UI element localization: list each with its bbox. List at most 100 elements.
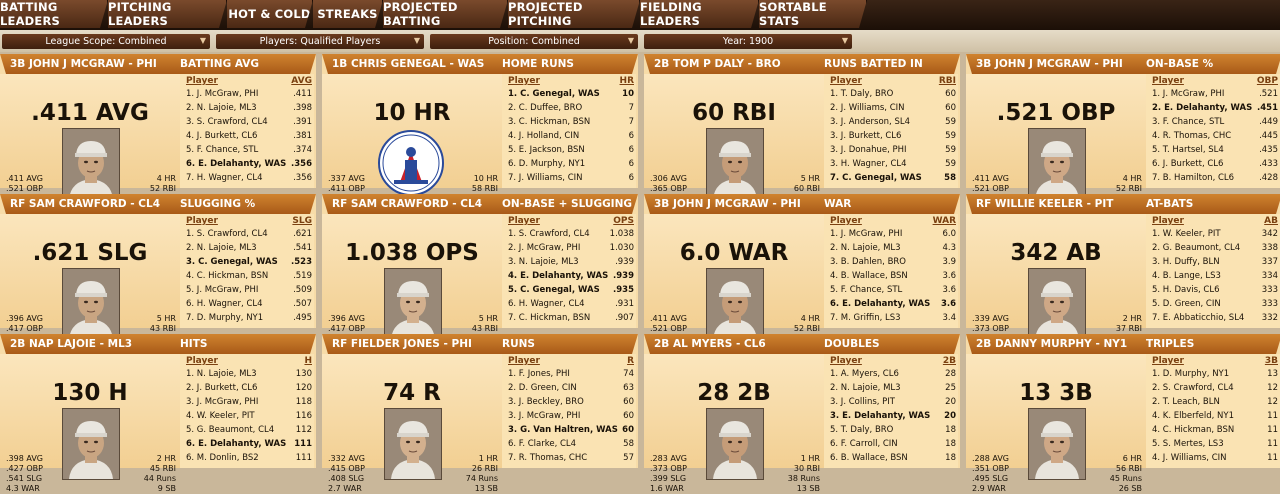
leaderboard-row[interactable]: 1. D. Murphy, NY1 13 — [1152, 368, 1278, 380]
leader-name[interactable]: 2. J. Williams, CIN — [830, 103, 905, 113]
tab-projected-batting[interactable]: PROJECTED BATTING — [383, 0, 508, 28]
leaderboard-row[interactable]: 3. B. Dahlen, BRO 3.9 — [830, 256, 956, 268]
leader-name[interactable]: 1. S. Crawford, CL4 — [508, 229, 590, 239]
featured-player-name[interactable]: 3B JOHN J MCGRAW - PHI — [654, 198, 801, 210]
leaderboard-row[interactable]: 4. B. Wallace, BSN 3.6 — [830, 270, 956, 282]
leader-name[interactable]: 3. F. Chance, STL — [1152, 117, 1225, 127]
leaderboard-row[interactable]: 6. H. Wagner, CL4 .507 — [186, 298, 312, 310]
featured-player-name[interactable]: 2B AL MYERS - CL6 — [654, 338, 766, 350]
leaderboard-row[interactable]: 6. F. Carroll, CIN 18 — [830, 438, 956, 450]
leader-name[interactable]: 4. C. Hickman, BSN — [1152, 425, 1235, 435]
leaderboard-row[interactable]: 3. H. Wagner, CL4 59 — [830, 158, 956, 170]
featured-player-name[interactable]: RF SAM CRAWFORD - CL4 — [332, 198, 483, 210]
column-header-stat[interactable]: HR — [619, 76, 634, 86]
leaderboard-row[interactable]: 3. G. Van Haltren, WAS 60 — [508, 424, 634, 436]
leaderboard-row[interactable]: 6. E. Delahanty, WAS 111 — [186, 438, 312, 450]
leader-name[interactable]: 5. C. Genegal, WAS — [508, 285, 600, 295]
leaderboard-row[interactable]: 3. C. Genegal, WAS .523 — [186, 256, 312, 268]
leaderboard-row[interactable]: 3. H. Duffy, BLN 337 — [1152, 256, 1278, 268]
leaderboard-row[interactable]: 1. T. Daly, BRO 60 — [830, 88, 956, 100]
leader-name[interactable]: 6. E. Delahanty, WAS — [186, 439, 287, 449]
leader-name[interactable]: 3. G. Van Haltren, WAS — [508, 425, 618, 435]
player-photo[interactable] — [62, 268, 120, 340]
leaderboard-row[interactable]: 1. J. McGraw, PHI .411 — [186, 88, 312, 100]
leader-name[interactable]: 6. H. Wagner, CL4 — [186, 299, 263, 309]
leaderboard-row[interactable]: 1. C. Genegal, WAS 10 — [508, 88, 634, 100]
leader-name[interactable]: 2. C. Duffee, BRO — [508, 103, 583, 113]
leader-name[interactable]: 3. N. Lajoie, ML3 — [508, 257, 579, 267]
leader-name[interactable]: 4. B. Wallace, BSN — [830, 271, 908, 281]
league-scope-select[interactable]: League Scope: Combined ▼ — [2, 34, 210, 49]
tab-fielding-leaders[interactable]: FIELDING LEADERS — [640, 0, 759, 28]
leader-name[interactable]: 3. B. Dahlen, BRO — [830, 257, 906, 267]
leaderboard-row[interactable]: 1. J. McGraw, PHI 6.0 — [830, 228, 956, 240]
leader-name[interactable]: 1. C. Genegal, WAS — [508, 89, 600, 99]
leader-name[interactable]: 5. F. Chance, STL — [186, 145, 259, 155]
leader-name[interactable]: 2. N. Lajoie, ML3 — [186, 243, 257, 253]
leaderboard-row[interactable]: 4. W. Keeler, PIT 116 — [186, 410, 312, 422]
leaderboard-row[interactable]: 5. T. Daly, BRO 18 — [830, 424, 956, 436]
leader-name[interactable]: 6. F. Carroll, CIN — [830, 439, 898, 449]
column-header-stat[interactable]: AB — [1264, 216, 1278, 226]
leaderboard-row[interactable]: 6. J. Burkett, CL6 .433 — [1152, 158, 1278, 170]
leaderboard-row[interactable]: 2. J. Burkett, CL6 120 — [186, 382, 312, 394]
leaderboard-row[interactable]: 2. G. Beaumont, CL4 338 — [1152, 242, 1278, 254]
leaderboard-row[interactable]: 6. E. Delahanty, WAS 3.6 — [830, 298, 956, 310]
featured-player-name[interactable]: 1B CHRIS GENEGAL - WAS — [332, 58, 485, 70]
leaderboard-row[interactable]: 3. E. Delahanty, WAS 20 — [830, 410, 956, 422]
leaderboard-row[interactable]: 5. G. Beaumont, CL4 112 — [186, 424, 312, 436]
leaderboard-row[interactable]: 3. J. Beckley, BRO 60 — [508, 396, 634, 408]
leaderboard-row[interactable]: 2. E. Delahanty, WAS .451 — [1152, 102, 1278, 114]
leaderboard-row[interactable]: 6. E. Delahanty, WAS .356 — [186, 158, 312, 170]
column-header-stat[interactable]: OPS — [613, 216, 634, 226]
leaderboard-row[interactable]: 3. S. Crawford, CL4 .391 — [186, 116, 312, 128]
leader-name[interactable]: 3. J. Burkett, CL6 — [830, 131, 902, 141]
leaderboard-row[interactable]: 2. J. McGraw, PHI 1.030 — [508, 242, 634, 254]
leaderboard-row[interactable]: 7. B. Hamilton, CL6 .428 — [1152, 172, 1278, 184]
leader-name[interactable]: 4. J. Holland, CIN — [508, 131, 580, 141]
leader-name[interactable]: 7. C. Hickman, BSN — [508, 313, 591, 323]
leader-name[interactable]: 4. J. Burkett, CL6 — [186, 131, 258, 141]
column-header-stat[interactable]: OBP — [1256, 76, 1278, 86]
column-header-stat[interactable]: R — [627, 356, 634, 366]
leaderboard-row[interactable]: 6. M. Donlin, BS2 111 — [186, 452, 312, 464]
leader-name[interactable]: 4. C. Hickman, BSN — [186, 271, 269, 281]
leaderboard-row[interactable]: 4. C. Hickman, BSN .519 — [186, 270, 312, 282]
leaderboard-row[interactable]: 2. N. Lajoie, ML3 .398 — [186, 102, 312, 114]
leaderboard-row[interactable]: 3. J. McGraw, PHI 118 — [186, 396, 312, 408]
leader-name[interactable]: 1. A. Myers, CL6 — [830, 369, 899, 379]
tab-streaks[interactable]: STREAKS — [313, 0, 383, 28]
leader-name[interactable]: 2. N. Lajoie, ML3 — [830, 243, 901, 253]
leader-name[interactable]: 3. J. Collins, PIT — [830, 397, 895, 407]
leaderboard-row[interactable]: 1. J. McGraw, PHI .521 — [1152, 88, 1278, 100]
leader-name[interactable]: 3. S. Crawford, CL4 — [186, 117, 268, 127]
leader-name[interactable]: 4. E. Delahanty, WAS — [508, 271, 609, 281]
column-header-stat[interactable]: WAR — [932, 216, 956, 226]
player-photo[interactable] — [706, 408, 764, 480]
leaderboard-row[interactable]: 1. S. Crawford, CL4 .621 — [186, 228, 312, 240]
leader-name[interactable]: 3. C. Hickman, BSN — [508, 117, 591, 127]
column-header-player[interactable]: Player — [508, 356, 540, 366]
leader-name[interactable]: 1. W. Keeler, PIT — [1152, 229, 1221, 239]
leader-name[interactable]: 6. E. Delahanty, WAS — [186, 159, 287, 169]
leader-name[interactable]: 3. C. Genegal, WAS — [186, 257, 278, 267]
leaderboard-row[interactable]: 2. N. Lajoie, ML3 4.3 — [830, 242, 956, 254]
leader-name[interactable]: 1. N. Lajoie, ML3 — [186, 369, 257, 379]
leader-name[interactable]: 6. B. Wallace, BSN — [830, 453, 908, 463]
leaderboard-row[interactable]: 2. C. Duffee, BRO 7 — [508, 102, 634, 114]
leaderboard-row[interactable]: 3. J. Burkett, CL6 59 — [830, 130, 956, 142]
leaderboard-row[interactable]: 1. A. Myers, CL6 28 — [830, 368, 956, 380]
leaderboard-row[interactable]: 2. D. Green, CIN 63 — [508, 382, 634, 394]
player-photo[interactable] — [706, 268, 764, 340]
leader-name[interactable]: 2. S. Crawford, CL4 — [1152, 383, 1234, 393]
leaderboard-row[interactable]: 7. D. Murphy, NY1 .495 — [186, 312, 312, 324]
leader-name[interactable]: 2. E. Delahanty, WAS — [1152, 103, 1253, 113]
leaderboard-row[interactable]: 2. N. Lajoie, ML3 25 — [830, 382, 956, 394]
leaderboard-row[interactable]: 6. D. Murphy, NY1 6 — [508, 158, 634, 170]
leader-name[interactable]: 1. J. McGraw, PHI — [830, 229, 903, 239]
column-header-player[interactable]: Player — [830, 356, 862, 366]
leader-name[interactable]: 4. B. Lange, LS3 — [1152, 271, 1221, 281]
column-header-player[interactable]: Player — [830, 76, 862, 86]
leader-name[interactable]: 6. H. Wagner, CL4 — [508, 299, 585, 309]
leaderboard-row[interactable]: 1. S. Crawford, CL4 1.038 — [508, 228, 634, 240]
